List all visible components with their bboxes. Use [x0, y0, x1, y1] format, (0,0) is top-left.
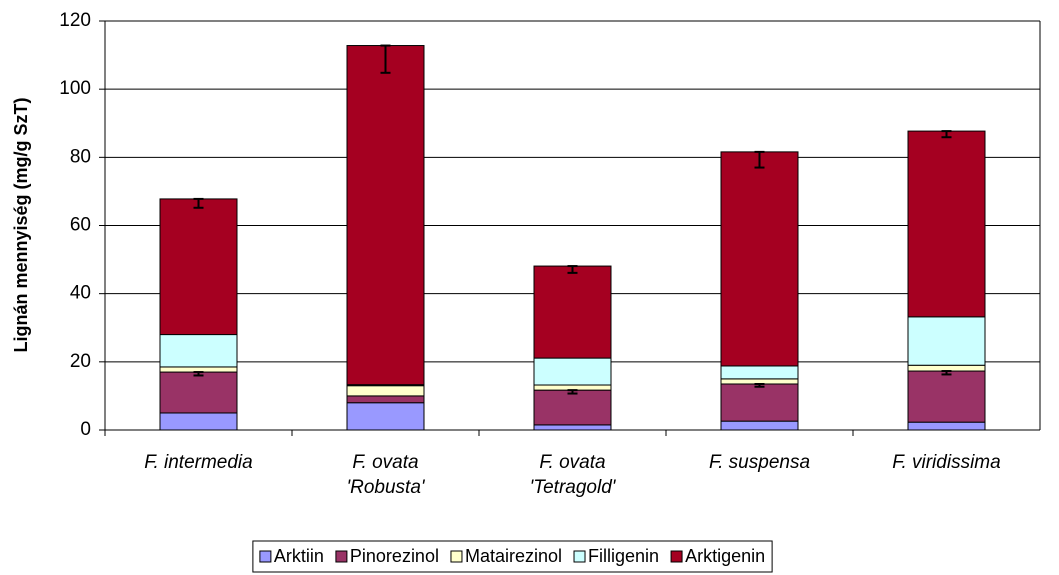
legend-label: Arktiin: [274, 546, 324, 566]
bar-segment: [533, 424, 612, 431]
bar-segment: [720, 420, 799, 431]
y-axis-label: Lignán mennyiség (mg/g SzT): [11, 97, 31, 352]
x-tick-label: F. ovata: [539, 452, 605, 473]
bar-segment: [346, 45, 425, 386]
x-tick-label: F. viridissima: [892, 452, 1000, 473]
error-bar: [941, 130, 952, 139]
bar-segment: [346, 402, 425, 431]
bar-segment: [533, 265, 612, 359]
error-bar: [754, 150, 765, 169]
bar-segment: [907, 421, 986, 431]
bar-segment: [346, 385, 425, 397]
legend-swatch: [573, 550, 586, 563]
x-tick-label: F. ovata: [352, 452, 418, 473]
bar-segment: [533, 389, 612, 426]
bar-segment: [533, 357, 612, 386]
error-bar: [754, 382, 765, 388]
y-tick-label: 80: [70, 146, 91, 167]
error-bar: [567, 389, 578, 395]
legend-swatch: [335, 550, 348, 563]
bar-segment: [907, 316, 986, 366]
legend-swatch: [670, 550, 683, 563]
y-tick-label: 120: [59, 10, 91, 31]
x-tick-label: F. suspensa: [709, 452, 810, 473]
bar-segment: [159, 371, 238, 414]
error-bar: [380, 44, 391, 74]
bar-segment: [907, 130, 986, 318]
bar-segment: [159, 412, 238, 431]
bar-segment: [159, 198, 238, 336]
bar-segment: [159, 334, 238, 368]
x-tick-label: 'Tetragold': [530, 477, 617, 498]
y-tick-label: 40: [70, 283, 91, 304]
legend-swatch: [450, 550, 463, 563]
bar-segment: [720, 151, 799, 367]
y-tick-label: 60: [70, 215, 91, 236]
y-tick-label: 20: [70, 351, 91, 372]
error-bar: [193, 197, 204, 209]
y-tick-label: 0: [80, 419, 91, 440]
error-bar: [193, 371, 204, 377]
bar-segment: [720, 365, 799, 380]
legend-label: Arktigenin: [685, 546, 765, 566]
legend-label: Matairezinol: [465, 546, 562, 566]
bar-segment: [346, 395, 425, 404]
legend-label: Pinorezinol: [350, 546, 439, 566]
error-bar: [567, 265, 578, 274]
bar-segment: [720, 383, 799, 422]
legend-swatch: [259, 550, 272, 563]
bar-segment: [907, 370, 986, 423]
x-tick-label: 'Robusta': [346, 477, 425, 498]
error-bar: [941, 370, 952, 376]
x-tick-label: F. intermedia: [144, 452, 252, 473]
y-tick-label: 100: [59, 78, 91, 99]
legend-label: Filligenin: [588, 546, 659, 566]
legend: Arktiin Pinorezinol Matairezinol Filligenin…: [252, 540, 773, 573]
